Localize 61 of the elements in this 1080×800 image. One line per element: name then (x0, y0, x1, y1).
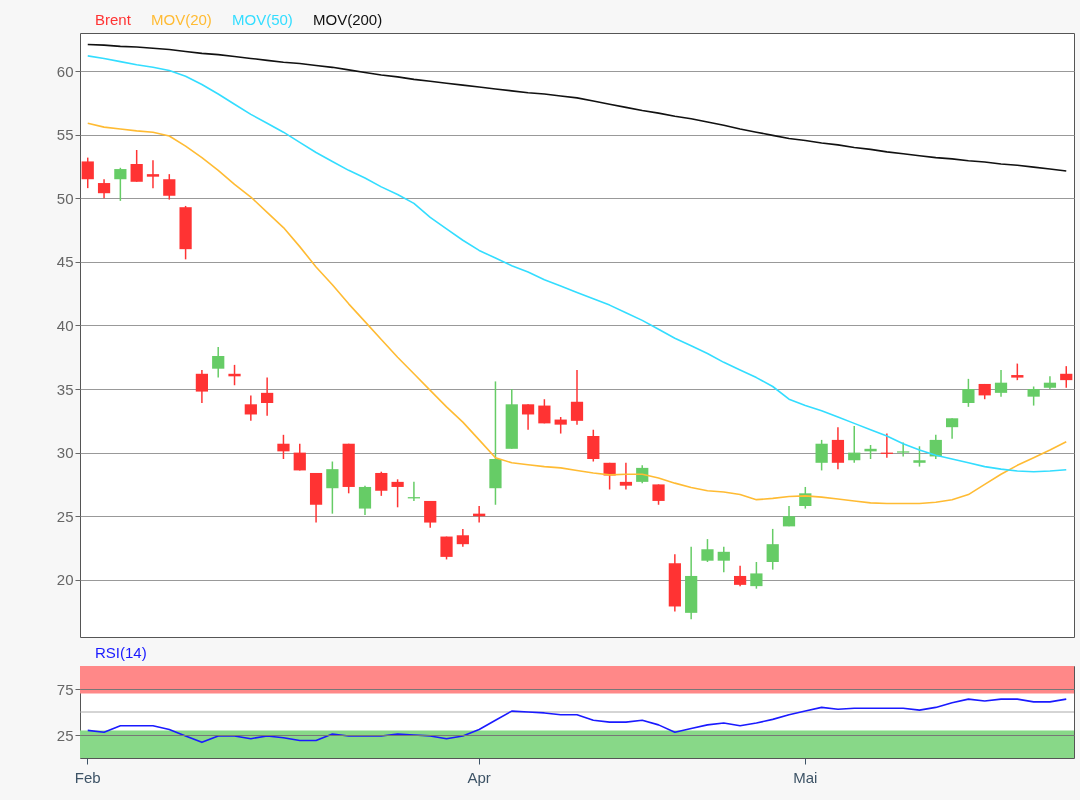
candlestick (130, 149, 143, 183)
y-tick-label: 20 (56, 571, 74, 589)
candlestick (163, 173, 176, 201)
y-tick-label: 75 (56, 680, 74, 698)
candlestick (1060, 365, 1073, 389)
candlestick (815, 439, 828, 472)
line-series (86, 698, 1068, 744)
candlestick (913, 445, 926, 468)
y-tick-label: 50 (56, 189, 74, 207)
candlestick (114, 167, 127, 202)
candlestick (766, 528, 779, 571)
candlestick (750, 561, 763, 590)
candlestick (587, 428, 600, 463)
candlestick (1027, 385, 1040, 407)
candlestick (521, 403, 535, 431)
x-tick-label: Mai (793, 768, 818, 786)
x-tick-label: Apr (467, 768, 491, 786)
candlestick (358, 484, 372, 516)
text: MOV(50) (232, 10, 293, 28)
line-series (86, 55, 1068, 473)
y-tick-label: 60 (56, 62, 74, 80)
candlestick (897, 441, 910, 458)
candlestick (733, 565, 747, 587)
candlestick (97, 178, 111, 200)
candlestick (212, 346, 225, 379)
candlestick (831, 426, 845, 470)
candlestick (994, 369, 1008, 398)
y-tick-label: 45 (56, 253, 74, 271)
candlestick (848, 425, 861, 464)
y-tick-label: 40 (56, 316, 74, 334)
line-series (86, 122, 1068, 505)
candlestick (945, 417, 959, 440)
candlestick (424, 500, 437, 529)
candlestick (717, 545, 730, 573)
y-tick-label: 25 (56, 507, 74, 525)
text: MOV(20) (151, 10, 212, 28)
text: MOV(200) (313, 10, 383, 28)
candlestick (391, 478, 404, 509)
text: RSI(14) (95, 643, 147, 661)
candlestick (293, 442, 306, 472)
y-tick-label: 25 (56, 726, 74, 744)
candlestick (277, 434, 290, 460)
y-tick-label: 35 (56, 380, 74, 398)
candlestick (538, 398, 551, 425)
candlestick (326, 460, 339, 515)
candlestick (244, 394, 257, 422)
x-tick-label: Feb (74, 768, 101, 786)
candlestick (652, 483, 665, 506)
candlestick (570, 369, 584, 426)
candlestick (619, 462, 633, 491)
y-tick-label: 30 (56, 444, 74, 462)
candlestick (261, 376, 274, 417)
candlestick (701, 538, 714, 563)
candlestick (146, 159, 160, 189)
candlestick (195, 369, 209, 404)
candlestick (81, 156, 94, 189)
text: Brent (95, 10, 132, 28)
candlestick (962, 378, 975, 408)
candlestick (375, 470, 388, 497)
y-tick-label: 55 (56, 126, 74, 144)
line-series (86, 43, 1068, 172)
